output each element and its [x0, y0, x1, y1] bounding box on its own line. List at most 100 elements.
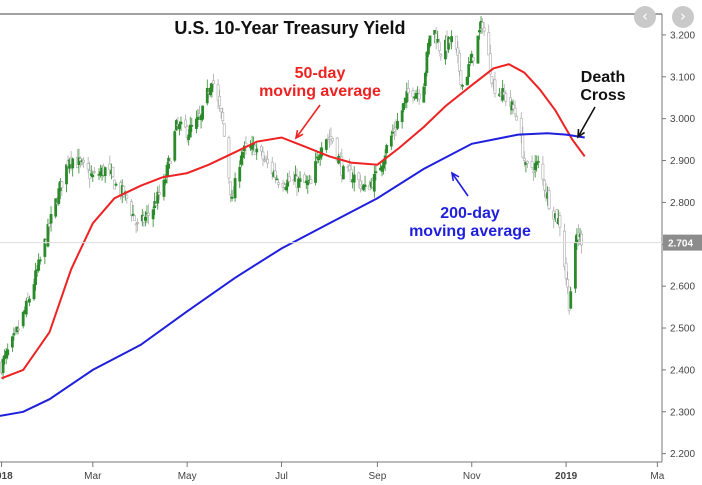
candle-body — [481, 22, 484, 30]
candle-body — [71, 158, 75, 169]
y-tick-label: 2.900 — [670, 156, 695, 167]
candle-body — [385, 145, 389, 154]
candle-body — [229, 181, 232, 195]
candle-body — [461, 85, 464, 87]
candle-body — [184, 119, 188, 128]
death-cross-annotation-text: Death — [581, 69, 625, 86]
candle-body — [533, 163, 537, 171]
candle-body — [259, 146, 263, 152]
candle-body — [17, 328, 20, 331]
candle-body — [512, 104, 515, 110]
y-tick-label: 3.000 — [670, 114, 695, 125]
candle-body — [261, 151, 265, 160]
candle-body — [547, 190, 551, 209]
candle-body — [255, 148, 259, 153]
x-tick-label: 2019 — [555, 471, 578, 482]
candle-body — [131, 213, 135, 217]
candle-body — [82, 159, 85, 163]
candle-body — [482, 27, 486, 32]
candle-body — [188, 124, 192, 138]
x-tick-label: Ma — [650, 471, 664, 482]
candle-body — [405, 91, 409, 103]
candle-body — [218, 96, 222, 107]
candle-body — [362, 185, 365, 190]
candle-body — [21, 311, 25, 327]
candle-body — [266, 158, 269, 164]
candle-body — [195, 118, 198, 129]
candle-body — [122, 186, 126, 197]
candle-body — [238, 167, 242, 182]
candle-body — [275, 178, 279, 181]
chart-title: U.S. 10-Year Treasury Yield — [174, 18, 405, 38]
candle-body — [201, 105, 205, 120]
candle-body — [134, 223, 138, 226]
x-tick-label: 2018 — [0, 471, 13, 482]
candle-body — [32, 284, 36, 300]
candle-body — [315, 156, 319, 159]
candle-body — [54, 198, 58, 217]
candle-body — [178, 124, 181, 130]
candle-body — [324, 139, 328, 150]
candle-body — [49, 214, 53, 224]
chevron-right-icon[interactable]: › — [672, 6, 694, 28]
candle-body — [114, 183, 118, 186]
ma-200-annotation-text: 200-day — [440, 205, 500, 222]
x-tick-label: Sep — [369, 471, 387, 482]
candle-body — [27, 298, 31, 303]
candle-body — [125, 194, 129, 199]
candle-body — [450, 36, 454, 43]
y-tick-label: 2.400 — [670, 365, 695, 376]
candle-body — [488, 53, 492, 75]
candle-body — [79, 158, 82, 162]
candle-body — [286, 179, 290, 187]
candle-body — [309, 179, 313, 185]
candle-body — [564, 262, 568, 279]
candle-body — [212, 80, 215, 85]
candle-body — [522, 157, 526, 161]
y-tick-label: 2.200 — [670, 449, 695, 460]
candle-body — [555, 209, 559, 223]
y-tick-label: 2.600 — [670, 282, 695, 293]
candle-body — [437, 41, 441, 51]
candle-body — [97, 174, 101, 176]
candle-body — [173, 131, 177, 161]
chevron-left-icon[interactable]: ‹ — [634, 6, 656, 28]
candle-body — [423, 72, 427, 86]
candle-body — [414, 93, 418, 99]
plot-frame — [0, 13, 663, 463]
candle-body — [157, 192, 161, 195]
candle-body — [304, 180, 308, 183]
candle-body — [425, 52, 429, 73]
candle-body — [303, 174, 307, 184]
candle-body — [478, 30, 481, 33]
candle-body — [406, 88, 410, 94]
candle-body — [111, 166, 115, 178]
candle-body — [287, 176, 291, 182]
candle-body — [513, 107, 517, 114]
candle-body — [569, 291, 573, 309]
candle-body — [331, 138, 334, 142]
candle-body — [329, 136, 333, 140]
candle-body — [10, 336, 14, 348]
candle-body — [48, 223, 51, 227]
candle-body — [60, 181, 64, 188]
death-cross-annotation-arrow — [577, 106, 596, 138]
candle-body — [164, 179, 167, 184]
candle-body — [136, 222, 140, 224]
candle-body — [210, 83, 214, 93]
candle-body — [222, 123, 226, 137]
candle-body — [154, 203, 158, 206]
candle-body — [391, 131, 395, 134]
candle-body — [476, 35, 480, 64]
candle-body — [133, 215, 136, 221]
x-tick-label: Nov — [463, 471, 481, 482]
candle-body — [196, 116, 200, 120]
candle-body — [179, 121, 183, 125]
candle-body — [314, 161, 317, 183]
candle-body — [297, 178, 300, 188]
candle-body — [363, 184, 367, 188]
candle-body — [558, 215, 562, 228]
candle-body — [24, 300, 28, 315]
